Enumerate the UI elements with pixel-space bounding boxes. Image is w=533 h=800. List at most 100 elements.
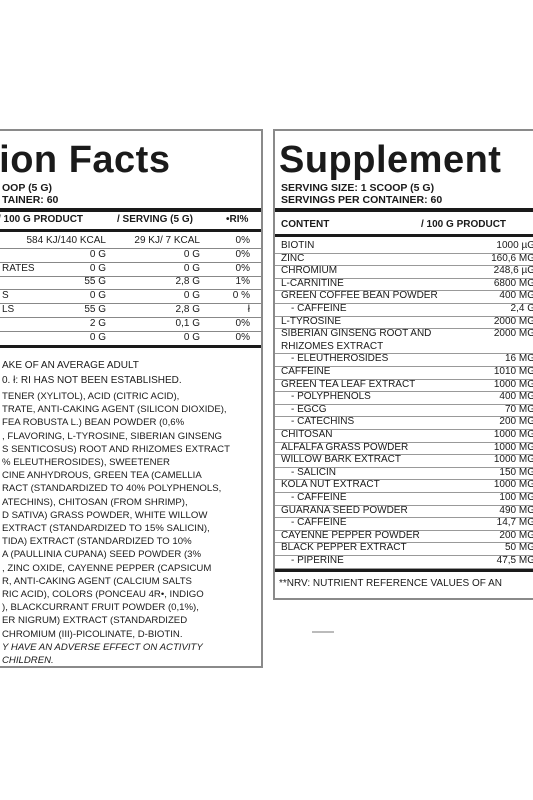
row-divider [0, 317, 261, 318]
servings-per-container: TAINER: 60 [2, 194, 59, 206]
nutrient-per-serving: 0 G [183, 290, 200, 302]
ingredients-line: , FLAVORING, L-TYROSINE, SIBERIAN GINSEN… [2, 430, 222, 442]
supplement-value: 1000 µG [496, 240, 533, 251]
nutrient-ri: 0% [235, 331, 250, 343]
supplement-value: 248,6 µG [493, 265, 533, 277]
ingredients-line: ), BLACKCURRANT FRUIT POWDER (0,1%), [2, 602, 199, 614]
supplement-value: 1000 MG [493, 429, 533, 440]
supplement-row: GUARANA SEED POWDER 490 MG [275, 505, 533, 519]
supplement-name: GUARANA SEED POWDER [281, 504, 408, 516]
supplement-row: GREEN TEA LEAF EXTRACT 1000 MG [275, 379, 533, 393]
nutrient-ri: 0 % [232, 290, 250, 302]
supplement-value: 16 MG [504, 353, 533, 365]
serving-size: OOP (5 G) [2, 182, 52, 194]
nutrient-ri: ł [247, 304, 250, 315]
supplement-name: CHROMIUM [281, 265, 338, 277]
supplement-row: - SALICIN 150 MG [275, 467, 533, 481]
supplement-name: KOLA NUT EXTRACT [281, 479, 380, 491]
supplement-row: - CAFFEINE 100 MG [275, 492, 533, 506]
ingredients-line: % ELEUTHEROSIDES), SWEETENER [2, 457, 170, 469]
nutrition-facts-panel: tion Facts OOP (5 G) TAINER: 60 / 100 G … [0, 129, 263, 668]
nutrient-ri: 0% [235, 235, 250, 246]
supplement-name: - POLYPHENOLS [291, 391, 371, 403]
supplement-row: KOLA NUT EXTRACT 1000 MG [275, 479, 533, 493]
table-bottom-rule [275, 569, 533, 572]
supplement-row: BIOTIN 1000 µG [275, 240, 533, 254]
ingredients-line: ER NIGRUM) EXTRACT (STANDARDIZED [2, 615, 188, 627]
supplement-name: SIBERIAN GINSENG ROOT AND [281, 328, 432, 340]
row-divider [0, 248, 261, 249]
supplement-value: 400 MG [499, 391, 533, 403]
header-rule-bottom [0, 229, 261, 232]
supplement-name: CHITOSAN [281, 429, 333, 440]
supplement-name: - SALICIN [291, 466, 337, 478]
nutrient-per-100g: 0 G [89, 290, 106, 302]
supplement-name: RHIZOMES EXTRACT [281, 340, 384, 352]
supplement-row: - CAFFEINE 2,4 G [275, 303, 533, 317]
scan-mark [312, 631, 334, 633]
ri-note: AKE OF AN AVERAGE ADULT [2, 360, 139, 371]
nutrient-per-100g: 55 G [84, 304, 106, 315]
supplement-name: ZINC [281, 252, 305, 264]
col-header-ri: •RI% [226, 214, 249, 225]
nutrient-per-serving: 29 KJ/ 7 KCAL [134, 235, 200, 246]
nutrition-facts-title: tion Facts [0, 139, 171, 181]
supplement-value: 47,5 MG [496, 555, 533, 566]
supplement-value: 2,4 G [510, 303, 533, 314]
nutrient-per-100g: 55 G [84, 276, 106, 288]
supplement-facts-panel: Supplement SERVING SIZE: 1 SCOOP (5 G) S… [273, 129, 533, 600]
supplement-value: 200 MG [499, 529, 533, 541]
supplement-value: 100 MG [499, 492, 533, 503]
ingredients-line: CHROMIUM (III)-PICOLINATE, D-BIOTIN. [2, 628, 183, 640]
supplement-row: SIBERIAN GINSENG ROOT AND 2000 MG [275, 328, 533, 341]
supplement-value: 50 MG [504, 542, 533, 554]
table-bottom-rule [0, 345, 261, 348]
supplement-name: - CAFFEINE [291, 517, 347, 529]
col-header-100g: / 100 G PRODUCT [421, 219, 507, 230]
ingredients-text: TENER (XYLITOL), ACID (CITRIC ACID), TRAT… [2, 390, 258, 666]
nutrient-per-serving: 0,1 G [175, 317, 200, 329]
nutrient-per-100g: 2 G [89, 317, 106, 329]
nutrient-label: RATES [2, 262, 35, 274]
nutrient-per-100g: 0 G [89, 331, 106, 343]
supplement-value: 1000 MG [493, 378, 533, 390]
supplement-row: GREEN COFFEE BEAN POWDER 400 MG [275, 290, 533, 304]
supplement-value: 150 MG [499, 466, 533, 478]
row-divider [0, 303, 261, 305]
ingredients-line: CINE ANHYDROUS, GREEN TEA (CAMELLIA [2, 470, 202, 482]
nutrient-per-serving: 0 G [183, 262, 200, 274]
supplement-name: BLACK PEPPER EXTRACT [281, 542, 407, 554]
header-rule [0, 208, 261, 212]
supplement-name: - CAFFEINE [291, 303, 347, 314]
supplement-name: GREEN COFFEE BEAN POWDER [281, 290, 438, 302]
row-divider [0, 330, 261, 332]
supplement-name: L-TYROSINE [281, 315, 342, 327]
ingredients-line: , ZINC OXIDE, CAYENNE PEPPER (CAPSICUM [2, 562, 212, 574]
supplement-value: 6800 MG [493, 277, 533, 289]
nutrient-per-100g: 0 G [89, 262, 106, 274]
nrv-footnote: **NRV: NUTRIENT REFERENCE VALUES OF AN [279, 578, 503, 589]
nutrient-label: LS [2, 304, 15, 315]
supplement-row: CAFFEINE 1010 MG [275, 366, 533, 380]
supplement-name: GREEN TEA LEAF EXTRACT [281, 378, 416, 390]
supplement-name: L-CARNITINE [281, 277, 344, 289]
supplement-row: L-TYROSINE 2000 MG [275, 316, 533, 330]
supplement-name: ALFALFA GRASS POWDER [281, 441, 409, 453]
ingredients-line: TRATE, ANTI-CAKING AGENT (SILICON DIOXID… [2, 404, 227, 416]
supplement-name: - CAFFEINE [291, 492, 347, 503]
serving-size: SERVING SIZE: 1 SCOOP (5 G) [281, 182, 435, 194]
nutrient-ri: 1% [235, 276, 250, 288]
supplement-row: - ELEUTHEROSIDES 16 MG [275, 353, 533, 367]
supplement-row: - CATECHINS 200 MG [275, 416, 533, 430]
supplement-name: WILLOW BARK EXTRACT [281, 454, 402, 466]
col-header-content: CONTENT [281, 219, 330, 230]
supplement-row: BLACK PEPPER EXTRACT 50 MG [275, 542, 533, 556]
supplement-name: CAYENNE PEPPER POWDER [281, 529, 420, 541]
supplement-row: CHROMIUM 248,6 µG [275, 265, 533, 279]
ingredients-line: R, ANTI-CAKING AGENT (CALCIUM SALTS [2, 575, 192, 587]
row-divider [0, 261, 261, 263]
nutrient-per-100g: 584 KJ/140 KCAL [26, 235, 107, 246]
supplement-name: - CATECHINS [291, 416, 355, 428]
row-divider [0, 289, 261, 291]
supplement-name: - EGCG [291, 403, 327, 415]
